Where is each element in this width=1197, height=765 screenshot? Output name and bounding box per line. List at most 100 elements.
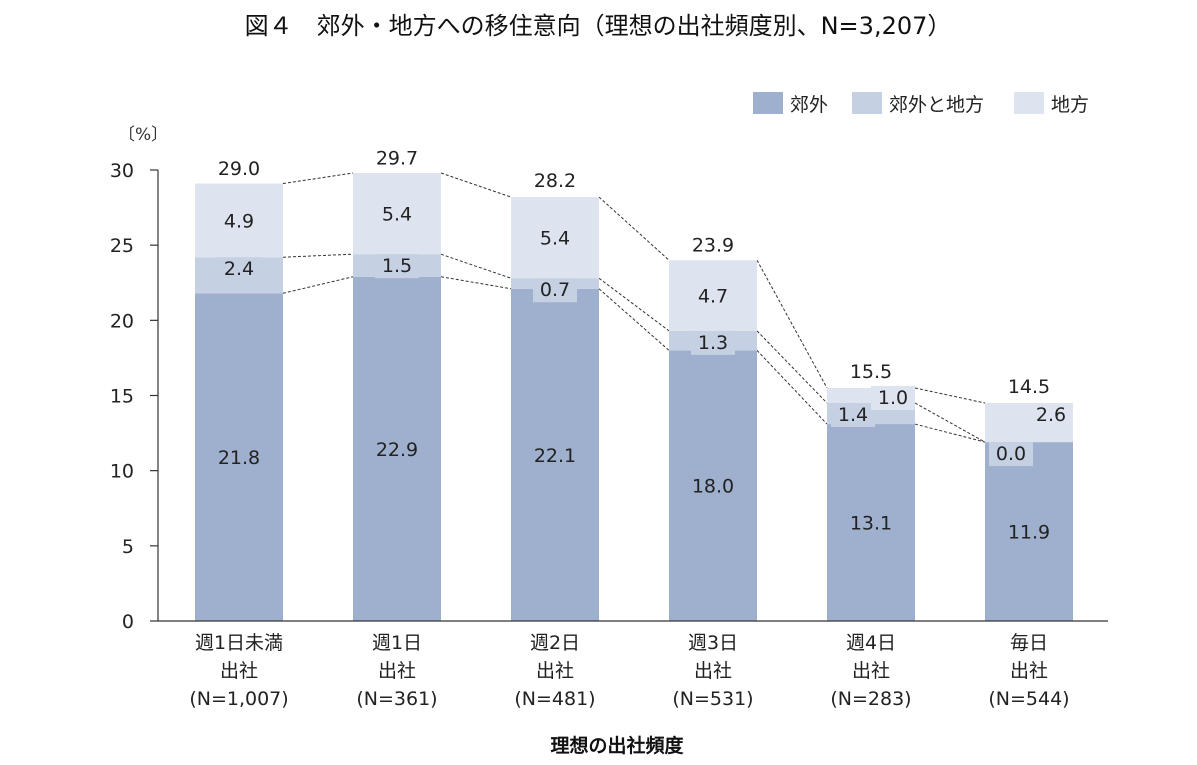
y-tick-label: 30 [110, 160, 134, 182]
value-label: 18.0 [692, 476, 734, 498]
value-label: 1.5 [382, 255, 412, 277]
bar-stack [669, 260, 757, 621]
bar-stack [195, 183, 283, 621]
x-tick-label: 週4日 [846, 632, 896, 654]
value-label-bg [375, 202, 419, 227]
connector-line [440, 276, 512, 290]
value-label: 1.4 [838, 404, 868, 426]
x-tick-label: (N=544) [988, 688, 1069, 710]
value-label-bg [217, 257, 261, 282]
connector-line [914, 423, 986, 443]
x-tick-label: 週2日 [530, 632, 580, 654]
value-label-bg [1007, 520, 1051, 545]
value-label: 5.4 [382, 204, 412, 226]
value-label-bg [533, 443, 577, 468]
value-label: 2.6 [1036, 404, 1066, 426]
bar-stack [353, 173, 441, 621]
connector-line [756, 259, 828, 389]
value-label-bg [831, 403, 875, 428]
connector-line [282, 253, 354, 258]
value-label: 1.0 [878, 387, 908, 409]
total-label: 15.5 [850, 361, 892, 383]
connector-line [440, 253, 512, 279]
connector-line [914, 387, 986, 404]
value-label: 0.0 [996, 443, 1026, 465]
connector-line [756, 330, 828, 404]
value-label: 2.4 [224, 258, 254, 280]
x-tick-label: (N=283) [830, 688, 911, 710]
bars: 21.8 2.4 4.9 29.0 22.9 1.5 5.4 29.7 22.1 0.7 5.4 28… [195, 148, 1073, 621]
y-tick-label: 10 [110, 461, 134, 483]
legend-swatch [852, 92, 882, 114]
legend-label: 地方 [1051, 94, 1089, 116]
legend-swatch [1014, 92, 1044, 114]
value-label-bg [533, 278, 577, 303]
connector-line [598, 288, 670, 351]
value-label: 4.7 [698, 286, 728, 308]
x-tick-label: 毎日 [1010, 632, 1048, 654]
total-label: 14.5 [1008, 376, 1050, 398]
connector-line [440, 172, 512, 198]
total-label: 23.9 [692, 235, 734, 257]
value-label-bg [691, 330, 735, 355]
legend: 郊外 郊外と地方 地方 [753, 92, 1089, 116]
y-tick-label: 15 [110, 386, 134, 408]
connector-line [282, 276, 354, 294]
y-tick-label: 5 [122, 536, 134, 558]
x-tick-label: (N=361) [356, 688, 437, 710]
legend-swatch [753, 92, 783, 114]
value-label: 21.8 [218, 447, 260, 469]
value-label-bg [871, 385, 915, 410]
y-tick-label: 25 [110, 235, 134, 257]
x-tick-label: 出社 [852, 660, 890, 682]
total-label: 29.0 [218, 158, 260, 180]
connector-line [914, 402, 986, 443]
value-label-bg [217, 446, 261, 471]
value-label: 13.1 [850, 513, 892, 535]
legend-label: 郊外と地方 [889, 94, 984, 116]
value-label: 22.1 [534, 445, 576, 467]
value-label-bg [533, 226, 577, 251]
y-tick-label: 0 [122, 611, 134, 633]
connector-line [282, 172, 354, 185]
x-tick-label: 出社 [378, 660, 416, 682]
value-label: 22.9 [376, 439, 418, 461]
bar-stack [985, 403, 1073, 621]
x-axis-label: 理想の出社頻度 [550, 734, 684, 757]
x-tick-label: 出社 [536, 660, 574, 682]
total-label: 28.2 [534, 170, 576, 192]
value-label: 4.9 [224, 210, 254, 232]
x-tick-label: 週1日 [372, 632, 422, 654]
value-label-bg [217, 209, 261, 234]
value-label-bg [849, 511, 893, 536]
x-tick-label: 出社 [1010, 660, 1048, 682]
x-tick-label: 出社 [220, 660, 258, 682]
value-label-bg [691, 474, 735, 499]
x-tick-label: 週3日 [688, 632, 738, 654]
value-label-bg [375, 254, 419, 279]
value-label: 5.4 [540, 228, 570, 250]
connector-line [598, 277, 670, 332]
value-label: 11.9 [1008, 522, 1050, 544]
legend-label: 郊外 [790, 94, 828, 116]
connector-lines [282, 172, 986, 443]
connector-line [756, 350, 828, 425]
total-label: 29.7 [376, 148, 418, 170]
x-tick-label: 週1日未満 [195, 632, 283, 654]
x-tick-label: (N=1,007) [189, 688, 288, 710]
bar-stack [511, 197, 599, 621]
value-label: 0.7 [540, 279, 570, 301]
x-tick-label: (N=531) [672, 688, 753, 710]
y-axis: 0 5 10 15 20 25 30 [110, 160, 159, 633]
y-tick-label: 20 [110, 310, 134, 332]
value-label-bg [691, 284, 735, 309]
chart-title: 図４ 郊外・地方への移住意向（理想の出社頻度別、N=3,207） [245, 12, 952, 40]
y-axis-unit-label: 〔%〕 [118, 125, 168, 145]
x-tick-label: 出社 [694, 660, 732, 682]
connector-line [598, 196, 670, 261]
value-label-bg [1029, 403, 1073, 428]
value-label: 1.3 [698, 332, 728, 354]
x-tick-label: (N=481) [514, 688, 595, 710]
